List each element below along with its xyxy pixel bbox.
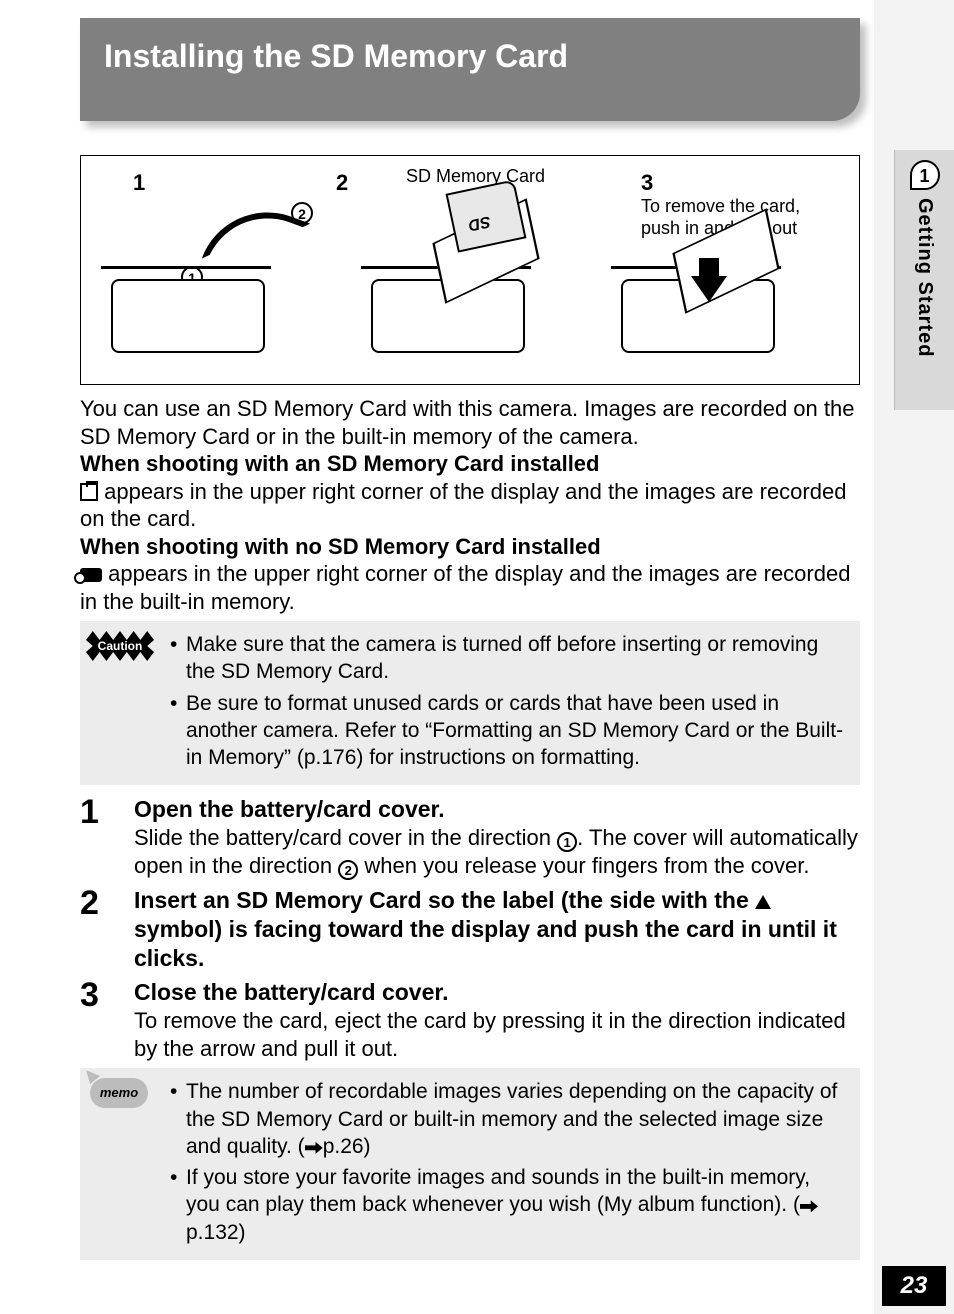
diagram-panel-label-3: 3 <box>641 170 653 196</box>
step-body: Slide the battery/card cover in the dire… <box>134 824 860 880</box>
page-title-banner: Installing the SD Memory Card <box>80 18 860 121</box>
caution-item: Make sure that the camera is turned off … <box>170 631 844 686</box>
intro-p2: appears in the upper right corner of the… <box>80 478 860 533</box>
builtin-memory-icon <box>80 568 102 582</box>
intro-p2-text: appears in the upper right corner of the… <box>80 479 846 532</box>
caution-item: Be sure to format unused cards or cards … <box>170 690 844 772</box>
caution-badge-icon: Caution <box>86 631 154 661</box>
diagram-panel-label-1: 1 <box>133 170 145 196</box>
memo-item-2-ref: p.132) <box>186 1221 246 1244</box>
intro-p3-text: appears in the upper right corner of the… <box>80 561 850 614</box>
chapter-side-tab: 1 Getting Started <box>894 150 954 410</box>
step-2-title-a: Insert an SD Memory Card so the label (t… <box>134 887 755 913</box>
steps-list: 1 Open the battery/card cover. Slide the… <box>80 795 860 1062</box>
page-content: Installing the SD Memory Card 1 2 3 SD M… <box>0 0 860 1260</box>
page-title: Installing the SD Memory Card <box>104 38 568 74</box>
step-title: Insert an SD Memory Card so the label (t… <box>134 886 860 972</box>
step-number: 3 <box>80 978 134 1062</box>
circle-2-icon: 2 <box>338 860 358 880</box>
triangle-up-icon <box>755 895 771 909</box>
memo-badge-icon: memo <box>90 1078 148 1108</box>
intro-text: You can use an SD Memory Card with this … <box>80 395 860 615</box>
intro-h2: When shooting with no SD Memory Card ins… <box>80 534 601 559</box>
intro-h1: When shooting with an SD Memory Card ins… <box>80 451 599 476</box>
intro-p3: appears in the upper right corner of the… <box>80 560 860 615</box>
memo-item: If you store your favorite images and so… <box>170 1164 844 1246</box>
diagram-insert-arrow-icon <box>691 276 727 302</box>
diagram-panel-label-2: 2 <box>336 170 348 196</box>
step-number: 2 <box>80 886 134 972</box>
step-1-text-c: when you release your fingers from the c… <box>358 853 809 878</box>
step-body: To remove the card, eject the card by pr… <box>134 1007 860 1062</box>
page-ref-icon <box>800 1200 818 1212</box>
chapter-label: Getting Started <box>913 198 936 357</box>
step-2-title-b: symbol) is facing toward the display and… <box>134 916 837 971</box>
memo-item-1-ref: p.26) <box>323 1135 371 1158</box>
step-3: 3 Close the battery/card cover. To remov… <box>80 978 860 1062</box>
step-2: 2 Insert an SD Memory Card so the label … <box>80 886 860 972</box>
diagram-sd-label: SD Memory Card <box>406 166 545 187</box>
diagram-camera-1-icon <box>101 266 271 376</box>
intro-p1: You can use an SD Memory Card with this … <box>80 395 860 450</box>
step-1: 1 Open the battery/card cover. Slide the… <box>80 795 860 880</box>
circle-1-icon: 1 <box>557 832 577 852</box>
caution-block: Caution Make sure that the camera is tur… <box>80 621 860 785</box>
step-title: Close the battery/card cover. <box>134 978 860 1007</box>
memo-item-1-text: The number of recordable images varies d… <box>186 1080 837 1158</box>
memo-block: memo The number of recordable images var… <box>80 1068 860 1260</box>
page-ref-icon <box>305 1142 323 1154</box>
step-1-text-a: Slide the battery/card cover in the dire… <box>134 825 557 850</box>
card-present-icon <box>80 483 98 501</box>
step-number: 1 <box>80 795 134 880</box>
diagram-sd-card-text: SD <box>467 211 492 233</box>
install-diagram: 1 2 3 SD Memory Card To remove the card,… <box>80 155 860 385</box>
step-title: Open the battery/card cover. <box>134 795 860 824</box>
chapter-number-badge: 1 <box>910 160 940 190</box>
memo-item-2-text: If you store your favorite images and so… <box>186 1166 810 1216</box>
memo-item: The number of recordable images varies d… <box>170 1078 844 1160</box>
page-number: 23 <box>882 1266 946 1306</box>
